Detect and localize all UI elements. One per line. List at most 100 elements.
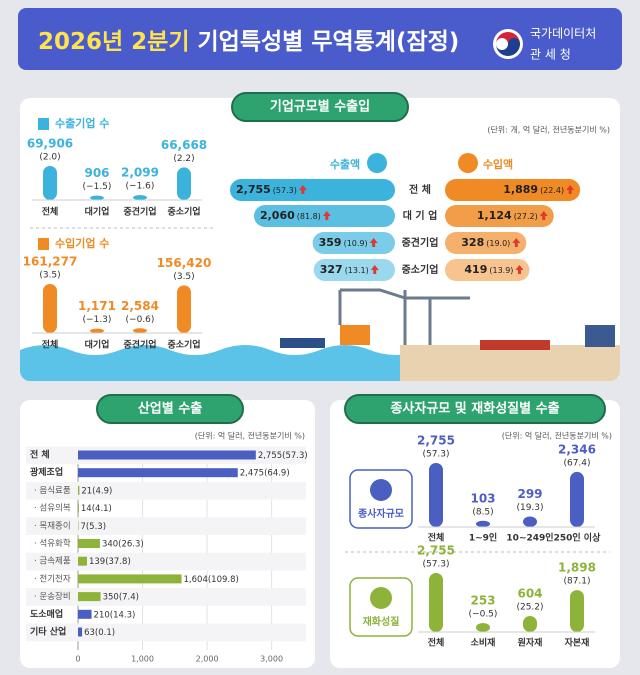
- row-band: [26, 517, 306, 535]
- value-label-group: 210(14.3): [94, 610, 136, 620]
- change-label: (8.5): [472, 507, 493, 517]
- change-label: (27.2): [514, 212, 538, 221]
- bar: [133, 195, 147, 200]
- category-icon: [370, 587, 392, 609]
- change-arrow: [369, 238, 378, 247]
- title: 2026년 2분기 기업특성별 무역통계(잠정): [38, 29, 459, 55]
- bar: [570, 471, 584, 527]
- unit-note: (단위: 개, 억 달러, 전년동분기비 %): [487, 125, 610, 135]
- x-tick-label: 1,000: [131, 655, 154, 664]
- change-label: (14.3): [110, 610, 136, 620]
- value-label-group: 359 (10.9): [319, 236, 368, 249]
- value-label: 604: [517, 586, 542, 600]
- x-tick-label: 대기업: [85, 339, 110, 351]
- value-label: 2,475: [240, 468, 264, 478]
- change-label: (57.3): [422, 450, 449, 460]
- bar: [78, 592, 101, 602]
- row-band: [26, 481, 306, 500]
- ground: [400, 345, 620, 381]
- value-label: 2,346: [558, 442, 596, 456]
- value-label: 2,755: [258, 451, 282, 461]
- change-arrow: [298, 185, 307, 194]
- value-label: 210: [94, 610, 110, 620]
- chart-icon: [38, 238, 49, 250]
- value-label: 2,099: [121, 166, 159, 180]
- legend-label: 수입액: [483, 158, 513, 171]
- value-label-group: 327 (13.1): [320, 263, 369, 276]
- x-tick-label: 원자재: [518, 637, 543, 649]
- value-label: 906: [84, 166, 109, 180]
- bar: [78, 485, 80, 495]
- section-title: 기업규모별 수출입: [270, 99, 370, 115]
- bar: [78, 503, 79, 513]
- logo-blue: [496, 38, 520, 56]
- value-label-group: 419 (13.9): [464, 263, 513, 276]
- value-label-group: 21(4.9): [81, 486, 112, 496]
- change-label: (−1.3): [83, 315, 112, 325]
- value-label: 2,755: [236, 183, 271, 196]
- change-arrow: [370, 265, 379, 274]
- value-label: 21: [81, 486, 92, 496]
- unit-note: (단위: 억 달러, 전년동분기비 %): [195, 431, 305, 441]
- unit-note: (단위: 억 달러, 전년동분기비 %): [502, 431, 612, 441]
- change-label: (57.3): [282, 451, 308, 461]
- bar: [78, 574, 182, 584]
- y-tick-label: · 전기전자: [34, 573, 71, 584]
- x-tick-label: 전체: [42, 339, 59, 351]
- bar: [476, 622, 490, 632]
- change-label: (109.8): [208, 574, 239, 584]
- bar: [445, 179, 581, 201]
- category-label: 중소기업: [402, 263, 439, 276]
- value-label-group: 1,889 (22.4): [503, 183, 564, 196]
- category-icon: [370, 479, 392, 501]
- change-arrow: [539, 211, 548, 220]
- chart-title: 수출기업 수: [55, 116, 109, 130]
- value-label: 156,420: [157, 256, 212, 270]
- x-tick-label: 대기업: [85, 206, 110, 218]
- bar: [43, 284, 57, 333]
- change-label: (2.2): [173, 154, 194, 164]
- trucks: [480, 340, 550, 350]
- value-label-group: 2,755(57.3): [258, 451, 308, 461]
- value-label: 2,755: [417, 544, 455, 558]
- bar: [445, 205, 554, 227]
- factory: [585, 325, 615, 347]
- value-label: 328: [461, 236, 484, 249]
- change-label: (19.3): [516, 503, 543, 513]
- x-tick-label: 중소기업: [167, 206, 200, 218]
- bar: [476, 520, 490, 527]
- legend-icon: [367, 153, 387, 173]
- change-label: (−1.5): [83, 182, 112, 192]
- change-label: (67.4): [563, 458, 590, 468]
- value-label-group: 63(0.1): [84, 628, 115, 638]
- value-label-group: 2,475(64.9): [240, 468, 290, 478]
- bar: [445, 232, 527, 254]
- value-label: 63: [84, 628, 95, 638]
- value-label-group: 2,755(57.3): [236, 183, 297, 196]
- value-label-group: 7(5.3): [80, 521, 106, 531]
- x-tick-label: 전체: [428, 637, 445, 649]
- change-label: (−0.5): [469, 609, 498, 619]
- bar: [43, 166, 57, 200]
- section-pill: [231, 92, 409, 122]
- value-label: 350: [103, 592, 119, 602]
- change-label: (22.4): [540, 186, 564, 195]
- value-label: 2,060: [260, 209, 295, 222]
- change-label: (87.1): [563, 577, 590, 587]
- y-tick-label: · 석유화학: [34, 538, 71, 549]
- value-label: 2,755: [417, 434, 455, 448]
- x-tick-label: 자본재: [565, 637, 590, 649]
- change-arrow: [515, 265, 524, 274]
- crane: [338, 288, 470, 345]
- value-label: 1,889: [503, 183, 538, 196]
- change-label: (4.9): [92, 486, 112, 496]
- change-label: (37.8): [105, 557, 131, 567]
- change-label: (3.5): [173, 272, 194, 282]
- section-title: 산업별 수출: [138, 401, 202, 417]
- x-tick-label: 1~9인: [469, 533, 497, 544]
- value-label: 161,277: [23, 255, 78, 269]
- bar: [78, 609, 92, 619]
- value-label-group: 350(7.4): [103, 592, 139, 602]
- value-label: 1,124: [477, 209, 512, 222]
- chart-icon: [38, 118, 49, 130]
